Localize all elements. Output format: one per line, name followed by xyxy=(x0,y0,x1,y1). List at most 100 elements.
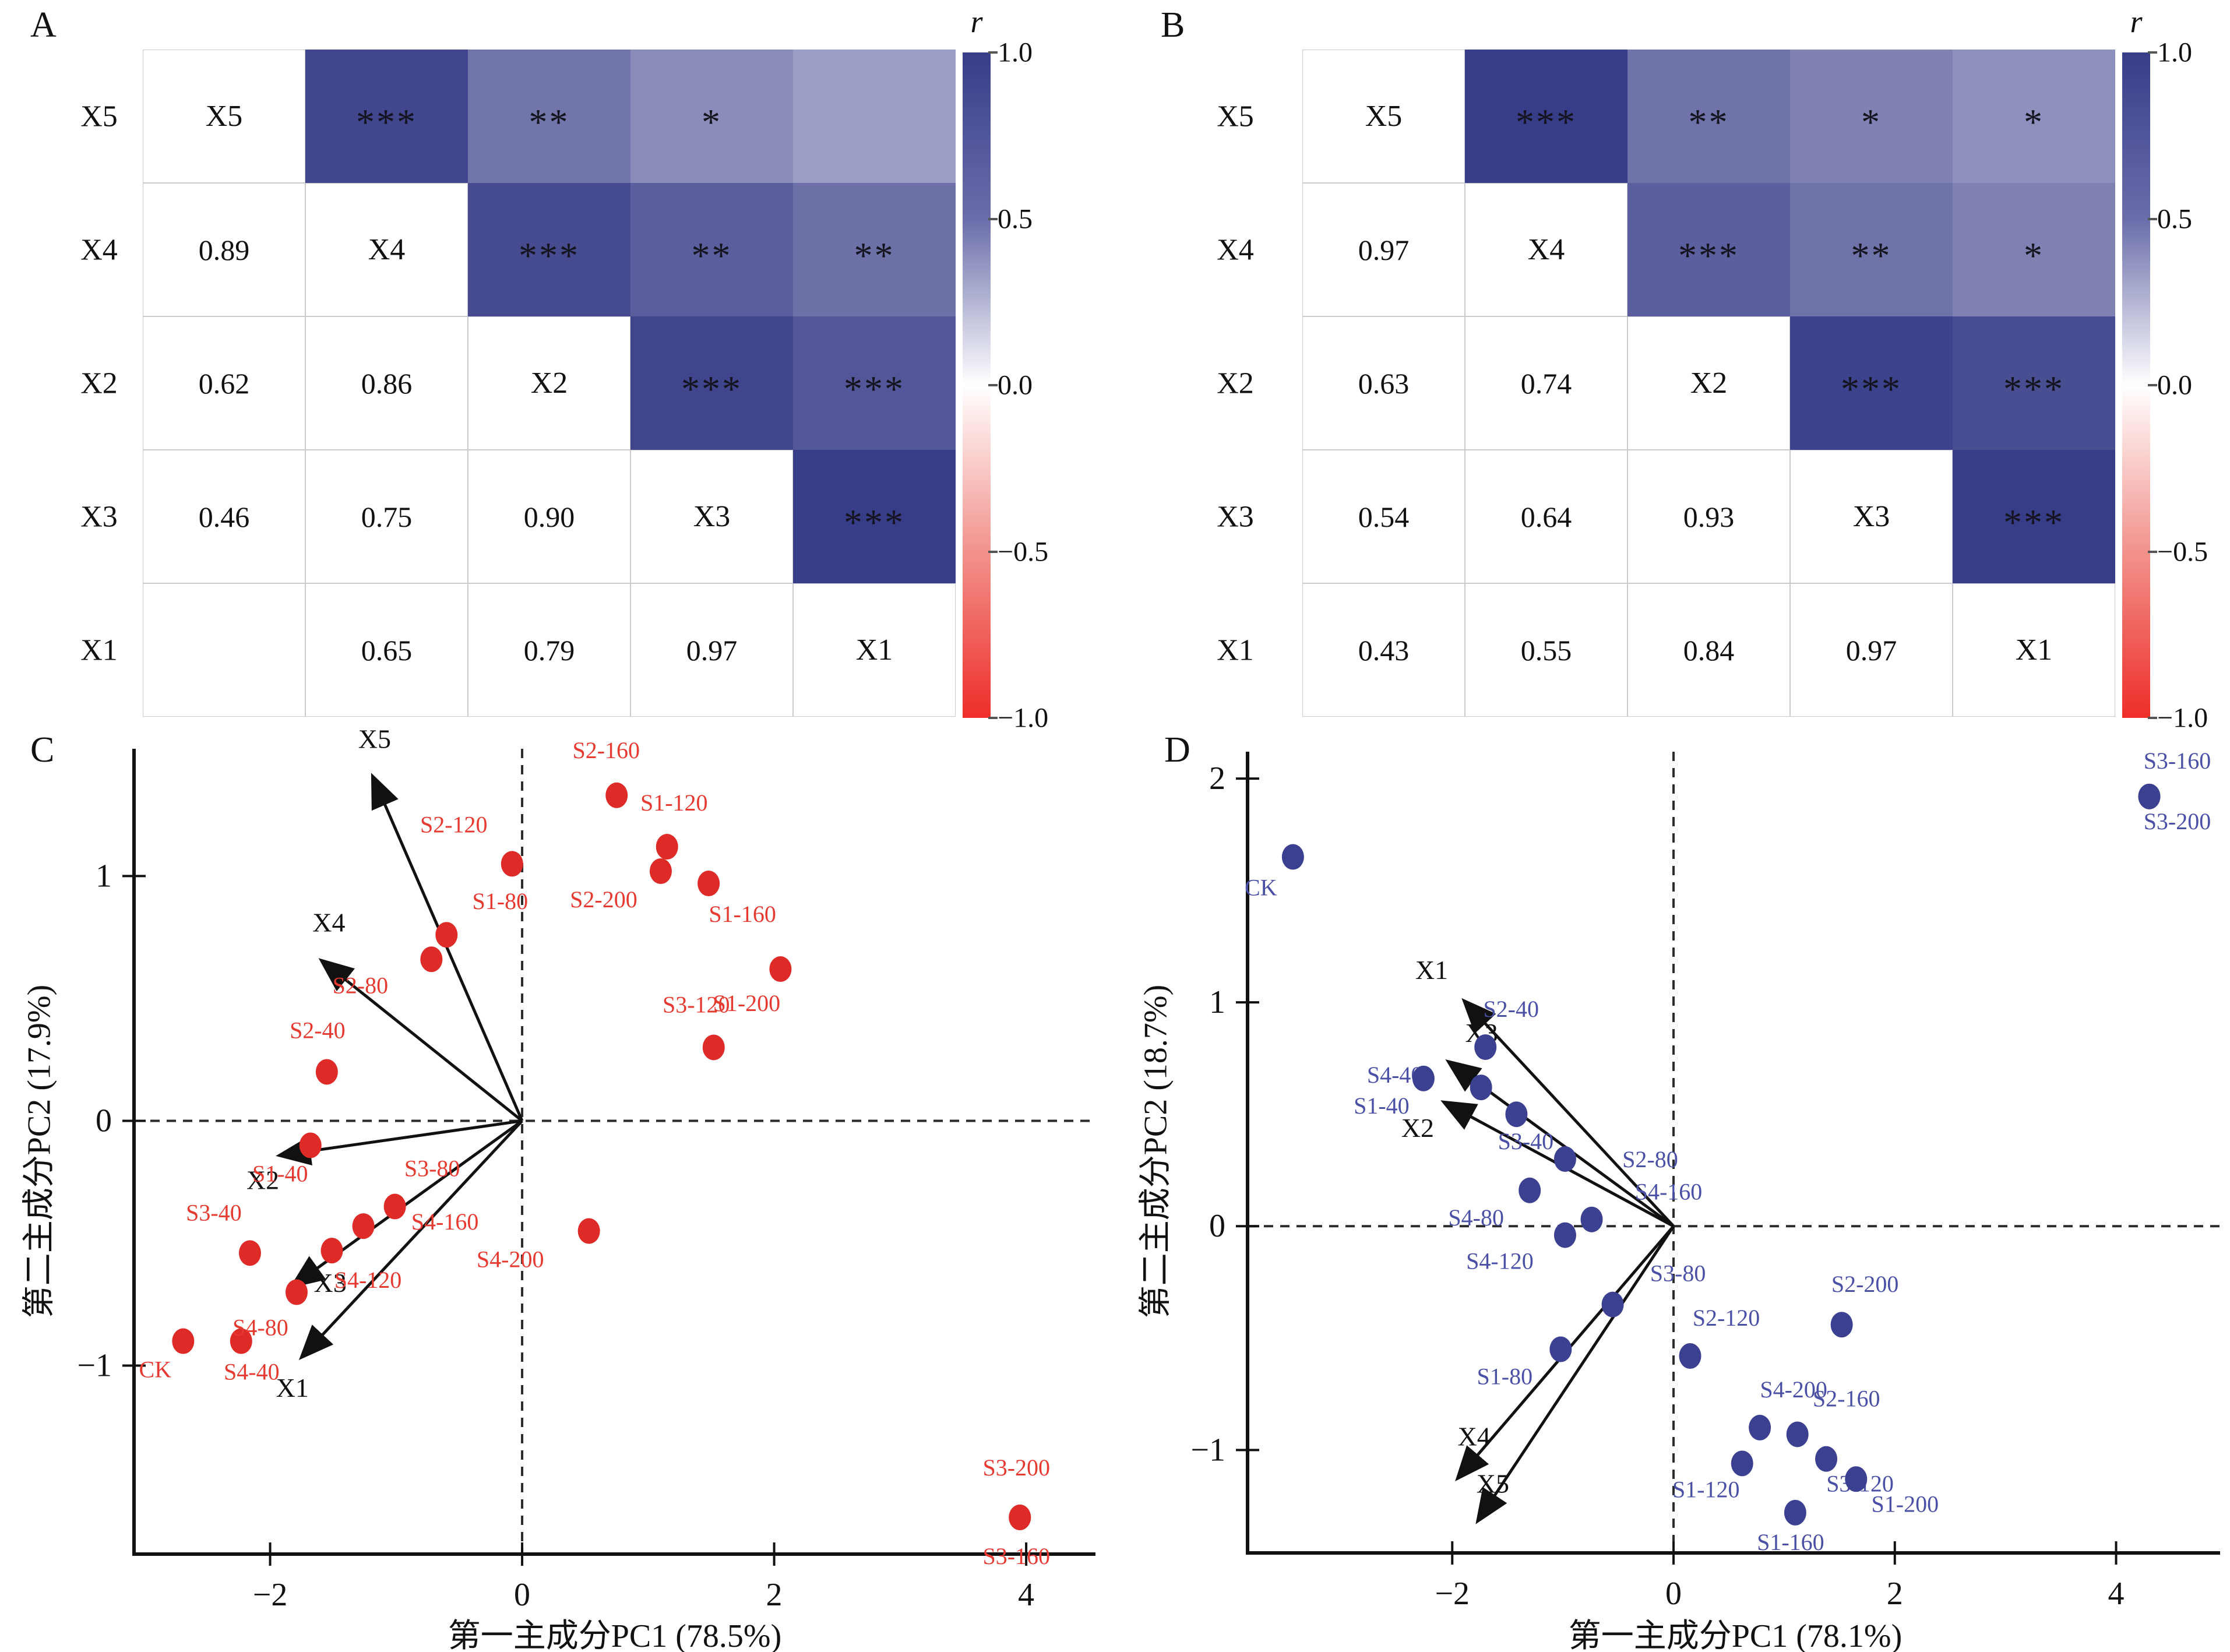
matrix-row-label: X2 xyxy=(1217,367,1254,400)
arrow-label: X5 xyxy=(1477,1468,1509,1498)
colorbar-tick xyxy=(2148,717,2157,719)
loading-arrow xyxy=(371,773,524,1122)
colorbar-tick xyxy=(2148,51,2157,54)
matrix-value-cell: 0.74 xyxy=(1465,316,1627,450)
matrix-value-cell: 0.63 xyxy=(1302,316,1465,450)
colorbar-tick-label: 1.0 xyxy=(998,37,1033,68)
point-label: S2-160 xyxy=(572,737,640,763)
matrix-value-cell: 0.93 xyxy=(1627,450,1790,583)
scatter-point xyxy=(1549,1336,1572,1362)
matrix-value-cell: 0.54 xyxy=(1302,450,1465,583)
point-label: S4-200 xyxy=(477,1246,544,1273)
scatter-point xyxy=(501,851,523,877)
scatter-point xyxy=(1281,844,1304,870)
colorbar-tick xyxy=(2148,550,2157,553)
panel-letter-d: D xyxy=(1164,730,1190,770)
matrix-value-cell: 0.64 xyxy=(1465,450,1627,583)
arrow-label: X5 xyxy=(358,724,391,753)
matrix-significance-cell: *** xyxy=(1465,50,1627,183)
x-tick-label: 4 xyxy=(2108,1576,2125,1612)
scatter-point xyxy=(1601,1291,1624,1318)
scatter-point xyxy=(1580,1206,1603,1232)
scatter-point xyxy=(1815,1446,1838,1472)
loading-arrow xyxy=(1475,1225,1675,1524)
scatter-point xyxy=(1553,1146,1576,1172)
matrix-significance-cell: *** xyxy=(1953,316,2115,450)
x-axis-title-c: 第一主成分PC1 (78.5%) xyxy=(448,1618,782,1652)
scatter-point xyxy=(285,1279,308,1305)
matrix-row-label: X3 xyxy=(1217,500,1254,533)
colorbar-tick-label: 1.0 xyxy=(2157,37,2192,68)
arrow-label: X1 xyxy=(1415,955,1448,985)
colorbar-tick-label: −1.0 xyxy=(2157,702,2208,734)
arrow-label: X2 xyxy=(1401,1113,1434,1143)
y-axis-title-c: 第二主成分PC2 (17.9%) xyxy=(21,984,58,1319)
matrix-significance-cell: ** xyxy=(1790,183,1953,316)
matrix-row-label: X4 xyxy=(1217,233,1254,266)
colorbar-tick-label: −0.5 xyxy=(998,536,1049,567)
colorbar-tick xyxy=(988,217,998,220)
colorbar-label-b: r xyxy=(2130,4,2143,39)
colorbar-tick-label: 0.0 xyxy=(998,369,1033,401)
scatter-point xyxy=(1505,1101,1528,1128)
scatter-point xyxy=(1749,1414,1771,1440)
scatter-point xyxy=(420,946,443,973)
scatter-point xyxy=(1786,1421,1809,1447)
panel-letter-a: A xyxy=(30,5,57,45)
point-label: S2-120 xyxy=(1693,1305,1760,1331)
colorbar-tick xyxy=(988,51,998,54)
matrix-value-cell: 0.84 xyxy=(1627,583,1790,717)
matrix-diagonal-cell: X5 xyxy=(1302,50,1465,183)
scatter-point xyxy=(1679,1343,1701,1369)
scatter-point xyxy=(230,1328,252,1354)
scatter-point xyxy=(2138,783,2161,809)
point-label: CK xyxy=(1245,875,1277,901)
matrix-value-cell: 0.89 xyxy=(143,183,305,316)
x-tick-label: 2 xyxy=(1887,1576,1903,1612)
matrix-diagonal-cell: X1 xyxy=(1953,583,2115,717)
colorbar-tick-label: −0.5 xyxy=(2157,536,2208,567)
matrix-significance-cell: *** xyxy=(1953,450,2115,583)
scatter-point xyxy=(1830,1312,1853,1338)
y-tick-label: −1 xyxy=(1190,1432,1225,1468)
arrow-label: X1 xyxy=(276,1373,309,1403)
point-label: S2-200 xyxy=(1831,1271,1899,1297)
matrix-significance-cell: *** xyxy=(1790,316,1953,450)
colorbar-tick-label: 0.5 xyxy=(2157,203,2192,234)
matrix-significance-cell: *** xyxy=(793,450,956,583)
scatter-point xyxy=(299,1132,322,1158)
x-tick-label: 0 xyxy=(514,1577,530,1613)
matrix-row-label: X2 xyxy=(80,367,118,400)
scatter-point xyxy=(1784,1499,1806,1526)
matrix-value-cell: 0.65 xyxy=(305,583,468,717)
matrix-significance-cell: ** xyxy=(468,50,630,183)
colorbar-tick-label: 0.5 xyxy=(998,203,1033,234)
scatter-point xyxy=(172,1328,195,1354)
matrix-significance-cell: * xyxy=(1790,50,1953,183)
scatter-point xyxy=(1845,1466,1868,1492)
matrix-row-label: X3 xyxy=(80,500,118,533)
arrow-label: X4 xyxy=(312,907,345,937)
scatter-point xyxy=(1009,1504,1031,1530)
point-label: S3-40 xyxy=(186,1199,242,1225)
scatter-point xyxy=(697,871,720,897)
matrix-value-cell: 0.97 xyxy=(1302,183,1465,316)
panel-letter-b: B xyxy=(1161,5,1185,45)
point-label: S1-40 xyxy=(252,1160,308,1186)
matrix-significance-cell: *** xyxy=(630,316,793,450)
point-label: S4-120 xyxy=(334,1267,402,1293)
y-tick-label: 1 xyxy=(96,858,112,894)
arrow-label: X4 xyxy=(1458,1421,1491,1451)
pca-biplot-d: −2 0 2 4210−1X1X3X2X4X5CKS3-160S3-200S2-40S… xyxy=(1190,748,2220,1612)
y-tick-label: −1 xyxy=(77,1348,112,1384)
matrix-value-cell: 0.43 xyxy=(1302,583,1465,717)
y-tick-label: 1 xyxy=(1209,984,1225,1020)
matrix-value-cell: 0.90 xyxy=(468,450,630,583)
point-label: S4-160 xyxy=(1635,1179,1703,1205)
scatter-point xyxy=(1474,1034,1497,1060)
matrix-significance-cell: *** xyxy=(305,50,468,183)
scatter-point xyxy=(702,1034,725,1061)
point-label: S1-160 xyxy=(1757,1529,1824,1555)
point-label: S2-160 xyxy=(1813,1385,1880,1411)
panel-letter-c: C xyxy=(30,730,55,770)
